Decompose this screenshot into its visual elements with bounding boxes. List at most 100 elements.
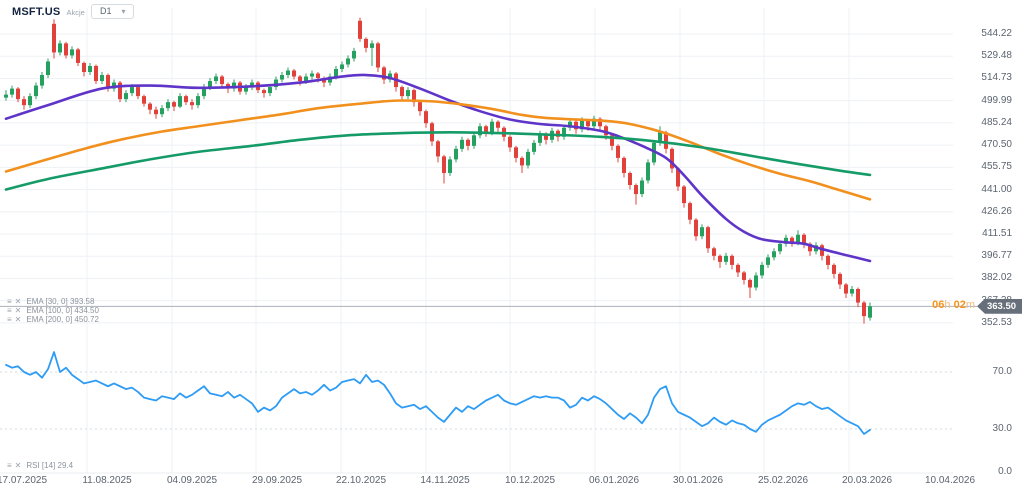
candle-body — [166, 102, 170, 109]
candle-body — [826, 255, 830, 265]
candle-body — [448, 159, 452, 173]
candle-body — [292, 70, 296, 77]
candle-body — [82, 62, 86, 73]
candle-body — [382, 67, 386, 80]
candle-body — [472, 135, 476, 146]
candle-body — [148, 103, 152, 110]
candle-body — [490, 121, 494, 133]
date-axis-label: 25.02.2026 — [757, 475, 809, 486]
candle-body — [526, 151, 530, 166]
candle-body — [352, 50, 356, 59]
timeframe-select[interactable]: D1 ▾ — [91, 4, 134, 19]
legend-row-rsi: ≡ ✕ RSI [14] 29.4 — [7, 461, 73, 470]
candle-body — [22, 99, 26, 106]
candle-body — [610, 135, 614, 146]
legend-row-ema100: ≡ ✕ EMA [100, 0] 434.50 — [7, 306, 99, 315]
indicator-settings-icon[interactable]: ≡ — [7, 460, 12, 470]
indicator-remove-icon[interactable]: ✕ — [14, 296, 22, 306]
rsi-axis-label: 30.0 — [992, 423, 1012, 434]
price-axis-label: 411.51 — [982, 228, 1012, 239]
candle-body — [718, 255, 722, 262]
candle-body — [508, 136, 512, 148]
date-axis-label: 30.01.2026 — [672, 475, 724, 486]
candle-body — [250, 82, 254, 88]
indicator-remove-icon[interactable]: ✕ — [14, 305, 22, 315]
candle-body — [478, 126, 482, 136]
candle-body — [424, 111, 428, 124]
candle-body — [334, 68, 338, 77]
candle-body — [568, 121, 572, 128]
date-axis-label: 10.12.2025 — [504, 475, 556, 486]
price-axis-label: 382.02 — [981, 272, 1012, 284]
candle-body — [604, 126, 608, 136]
price-axis-label: 544.22 — [981, 28, 1012, 39]
candle-body — [658, 132, 662, 143]
candle-body — [154, 109, 158, 115]
candle-body — [298, 76, 302, 82]
candle-body — [220, 76, 224, 85]
price-axis-label: 455.75 — [981, 161, 1012, 173]
candle-body — [856, 288, 860, 303]
candle-body — [640, 180, 644, 195]
candle-body — [328, 76, 332, 83]
candle-body — [214, 76, 218, 82]
candle-body — [274, 79, 278, 88]
indicator-settings-icon[interactable]: ≡ — [7, 305, 12, 315]
date-axis-label: 10.04.2026 — [924, 475, 976, 486]
candle-body — [466, 139, 470, 146]
candle-body — [484, 126, 488, 133]
indicator-remove-icon[interactable]: ✕ — [14, 314, 22, 324]
indicator-label: RSI [14] 29.4 — [26, 461, 74, 470]
candle-body — [340, 64, 344, 69]
candle-body — [754, 275, 758, 288]
candle-body — [532, 142, 536, 152]
date-axis-label: 20.03.2026 — [841, 475, 893, 486]
price-axis-label: 470.50 — [981, 139, 1012, 151]
candle-body — [790, 237, 794, 243]
candle-body — [388, 73, 392, 80]
candle-body — [520, 157, 524, 166]
price-axis-label: 514.73 — [981, 72, 1012, 84]
date-axis-label: 29.09.2025 — [251, 475, 303, 486]
candle-body — [460, 139, 464, 149]
candle-body — [736, 264, 740, 273]
candle-body — [730, 255, 734, 265]
candle-body — [100, 75, 104, 82]
candle-body — [724, 255, 728, 262]
instrument-type-label: Akcje — [66, 7, 85, 17]
candle-body — [694, 219, 698, 237]
candle-body — [832, 264, 836, 274]
candle-body — [634, 185, 638, 195]
candle-body — [268, 87, 272, 94]
candle-body — [118, 82, 122, 100]
candle-body — [706, 227, 710, 249]
candle-body — [664, 132, 668, 149]
candle-body — [418, 102, 422, 112]
symbol-header[interactable]: MSFT.US Akcje ▾ — [12, 6, 96, 18]
candle-body — [232, 82, 236, 89]
candle-body — [712, 248, 716, 256]
candle-body — [16, 88, 20, 100]
candle-body — [244, 87, 248, 92]
ema-line — [4, 73, 872, 263]
date-axis-label: 11.08.2025 — [82, 475, 132, 486]
indicator-settings-icon[interactable]: ≡ — [7, 296, 12, 306]
candle-body — [34, 85, 38, 97]
candle-body — [514, 147, 518, 158]
candle-body — [370, 43, 374, 48]
candle-body — [310, 73, 314, 77]
rsi-axis-label: 70.0 — [992, 366, 1012, 377]
candle-body — [376, 43, 380, 68]
candle-body — [88, 65, 92, 73]
candle-body — [748, 279, 752, 288]
candle-body — [598, 118, 602, 127]
candle-body — [808, 243, 812, 252]
indicator-remove-icon[interactable]: ✕ — [14, 460, 22, 470]
indicator-settings-icon[interactable]: ≡ — [7, 314, 12, 324]
candle-body — [586, 120, 590, 127]
candle-body — [46, 61, 50, 76]
candle-body — [208, 81, 212, 88]
candle-body — [10, 88, 14, 95]
candle-body — [778, 243, 782, 252]
